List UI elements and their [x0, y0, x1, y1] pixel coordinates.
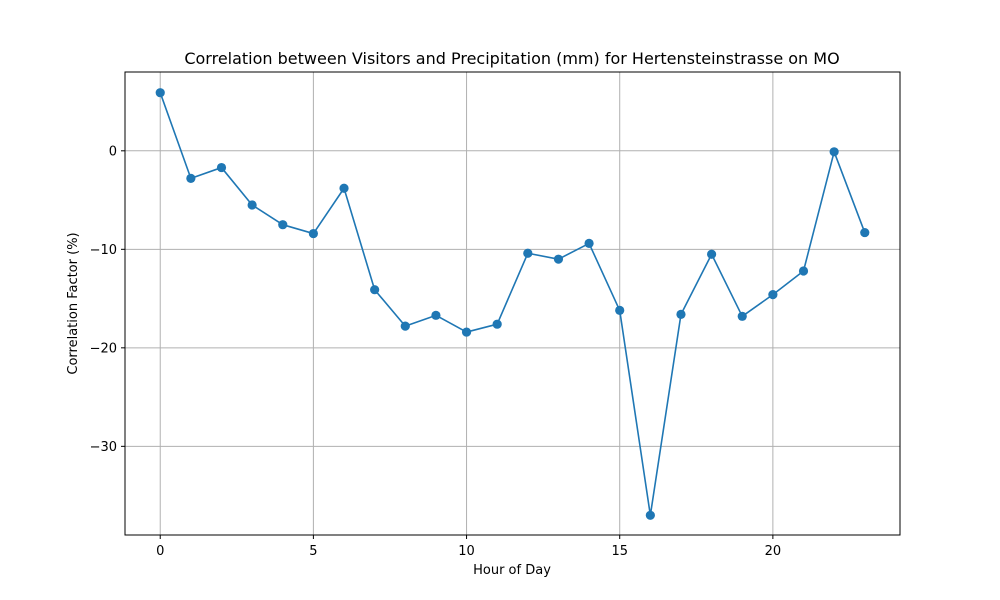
series-line: [159, 92, 866, 517]
y-tick-label: −30: [90, 440, 117, 455]
y-tick-label: −20: [90, 341, 117, 356]
data-point: [216, 162, 227, 173]
series-layer: [155, 88, 870, 520]
data-point: [829, 147, 839, 157]
gridlines: [125, 72, 900, 535]
data-point: [645, 510, 655, 520]
x-axis-label: Hour of Day: [473, 563, 551, 578]
data-point: [186, 173, 196, 183]
data-point: [860, 227, 870, 238]
data-point: [461, 327, 472, 337]
data-point: [370, 285, 380, 295]
x-tick-label: 0: [156, 544, 164, 559]
data-point: [308, 228, 318, 239]
data-point: [247, 200, 257, 210]
data-point: [584, 238, 594, 249]
data-point: [339, 183, 349, 193]
chart-title: Correlation between Visitors and Precipi…: [184, 49, 839, 68]
data-point: [523, 248, 533, 258]
data-point: [431, 310, 441, 320]
y-tick-label: 0: [109, 144, 117, 159]
data-point: [676, 309, 686, 319]
data-point: [492, 319, 502, 329]
axis-ticks: 0 5 10 15 20 −30 −20 −10 0: [90, 144, 782, 559]
data-point: [155, 88, 165, 98]
data-point: [737, 311, 747, 321]
data-point: [278, 220, 288, 230]
data-point: [400, 321, 410, 331]
y-axis-label: Correlation Factor (%): [66, 232, 81, 374]
data-point: [707, 249, 717, 259]
data-point: [768, 290, 778, 300]
x-tick-label: 5: [309, 544, 317, 559]
data-point: [798, 266, 809, 276]
data-point: [615, 305, 625, 315]
plot-area: [124, 71, 901, 536]
y-tick-label: −10: [90, 243, 117, 258]
x-tick-label: 20: [765, 544, 782, 559]
data-point: [553, 254, 564, 264]
x-tick-label: 15: [611, 544, 628, 559]
x-tick-label: 10: [458, 544, 475, 559]
